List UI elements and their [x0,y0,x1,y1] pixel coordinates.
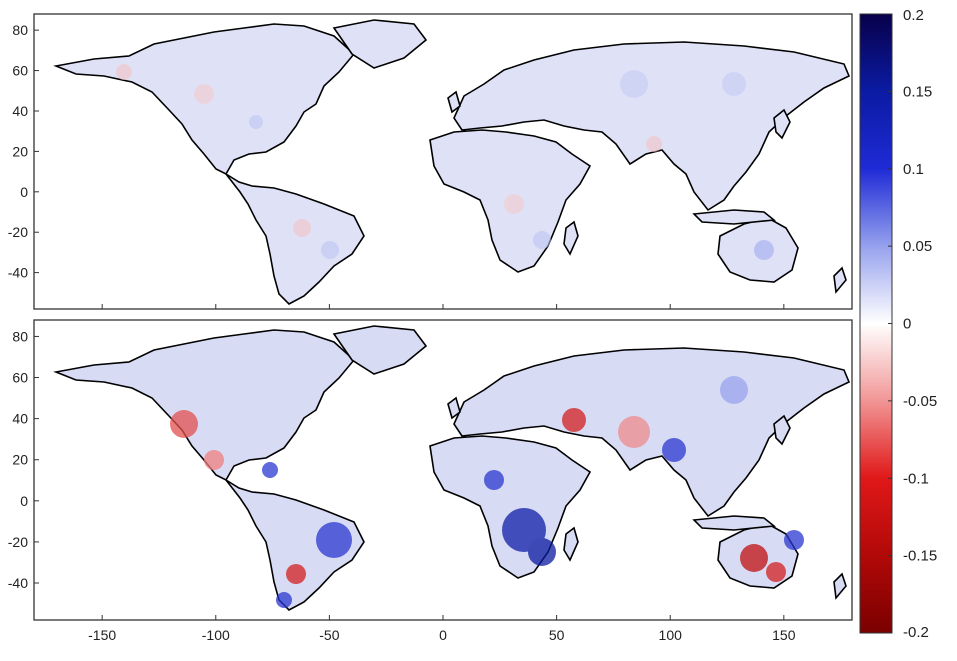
y-tick-label: 0 [20,184,28,200]
colorbar-tick-label: -0.15 [903,548,937,565]
x-tick-label: 150 [772,627,796,643]
colorbar-tick-label: 0.1 [903,161,924,178]
y-tick-label: 20 [12,143,28,159]
bottom-map-panel [33,319,853,621]
colorbar-tick-label: -0.1 [903,470,929,487]
y-tick-label: 40 [12,411,28,427]
y-tick-label: 80 [12,22,28,38]
colorbar-gradient [859,13,893,634]
colorbar-ticks: 0.2 0.15 0.1 0.05 0 -0.05 -0.1 -0.15 -0.2 [888,7,937,641]
x-tick-label: 50 [549,627,565,643]
y-tick-label: 60 [12,370,28,386]
y-tick-label: -20 [8,534,28,550]
x-tick-label: 0 [439,627,447,643]
colorbar-tick-label: 0 [903,316,911,333]
axes: 80 60 40 20 0 -20 -40 80 60 40 20 0 -20 -40 -150 -100 -5… [8,22,796,643]
x-tick-label: -150 [88,627,116,643]
colorbar-tick-label: -0.05 [903,393,937,410]
colorbar-tick-label: 0.2 [903,7,924,24]
colorbar-tick-label: 0.15 [903,83,932,100]
x-tick-label: -50 [319,627,339,643]
y-tick-label: 40 [12,103,28,119]
y-tick-label: 60 [12,63,28,79]
y-tick-label: 20 [12,452,28,468]
x-tick-label: 100 [659,627,683,643]
colorbar: 0.2 0.15 0.1 0.05 0 -0.05 -0.1 -0.15 -0.2 [859,7,937,641]
y-tick-label: -20 [8,224,28,240]
colorbar-tick-label: -0.2 [903,624,929,641]
x-tick-label: -100 [202,627,230,643]
top-map-panel [33,13,853,310]
y-tick-label: 80 [12,328,28,344]
y-tick-label: -40 [8,265,28,281]
y-tick-label: 0 [20,493,28,509]
colorbar-tick-label: 0.05 [903,238,932,255]
y-tick-label: -40 [8,575,28,591]
